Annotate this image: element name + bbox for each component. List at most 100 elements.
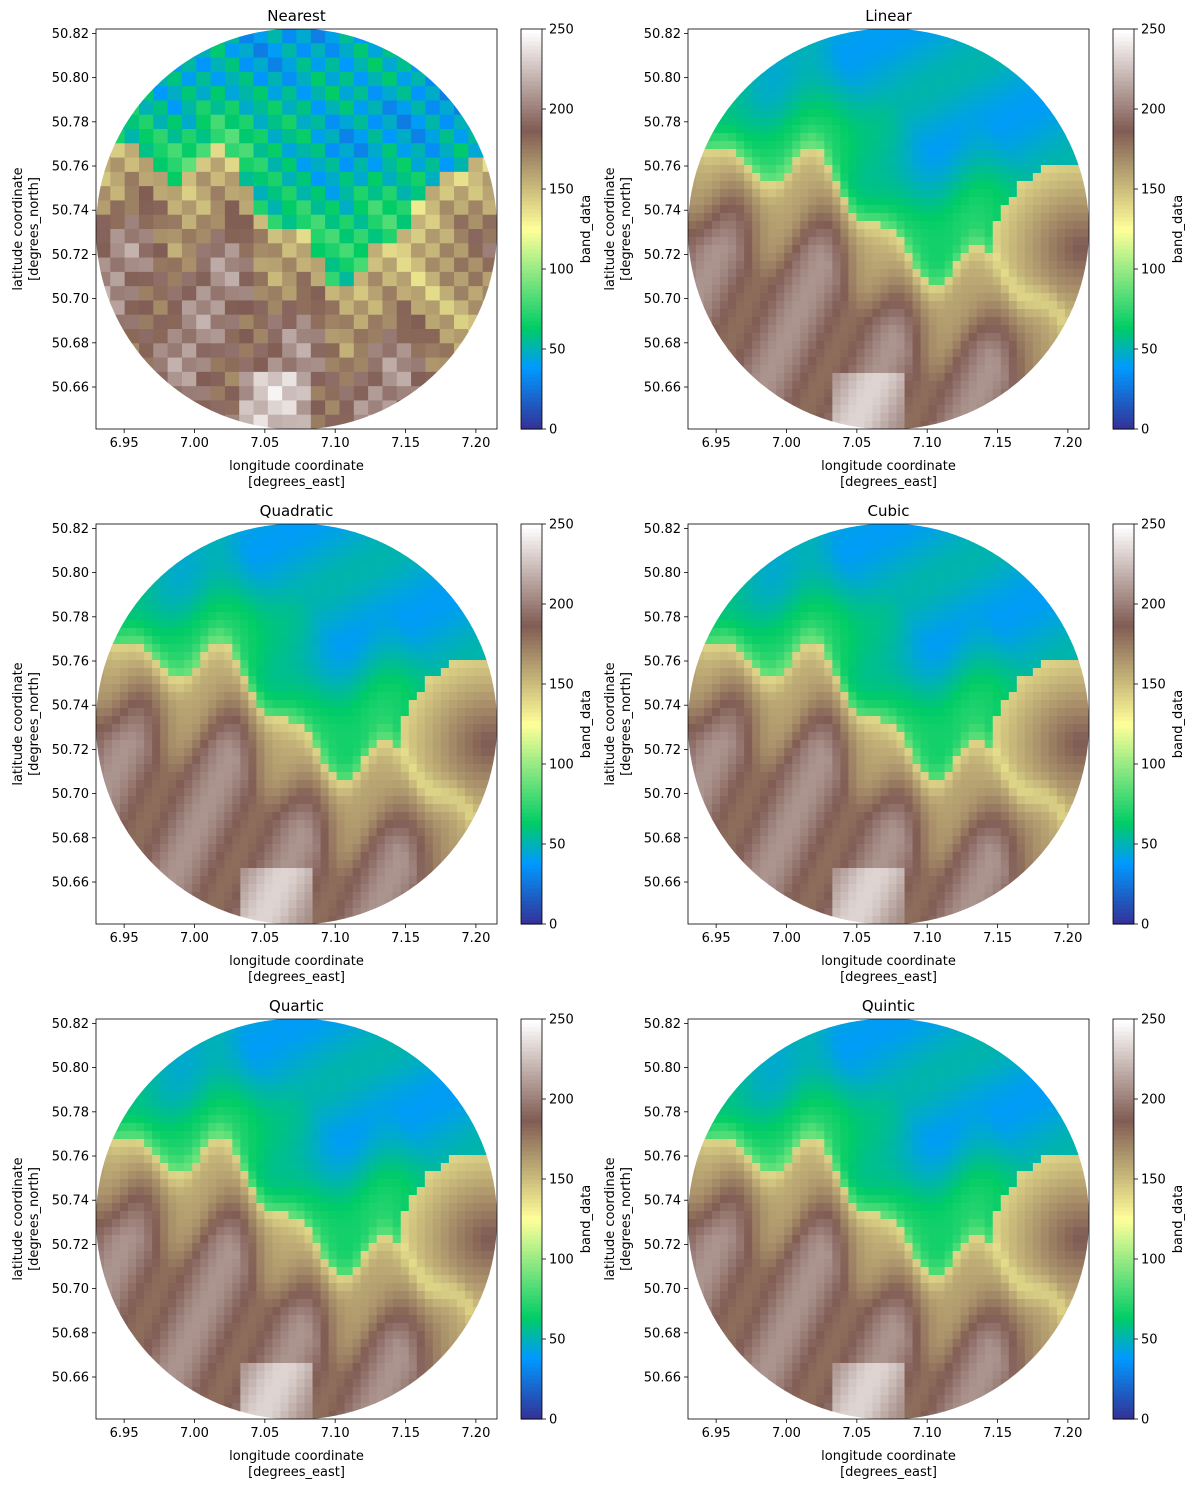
heatmap-cell	[720, 125, 729, 134]
heatmap-cell	[439, 357, 455, 373]
heatmap-cell	[824, 141, 833, 150]
heatmap-cell	[1016, 405, 1026, 414]
heatmap-cell	[288, 604, 298, 613]
heatmap-cell	[425, 100, 441, 116]
heatmap-cell	[248, 540, 257, 549]
heatmap-cell	[760, 221, 769, 230]
heatmap-cell	[1080, 333, 1089, 342]
heatmap-cell	[704, 325, 713, 334]
heatmap-cell	[176, 828, 185, 837]
heatmap-cell	[152, 628, 161, 637]
heatmap-cell	[1048, 373, 1058, 382]
heatmap-cell	[992, 221, 1002, 230]
heatmap-cell	[200, 860, 209, 869]
heatmap-cell	[912, 157, 922, 166]
heatmap-cell	[208, 740, 217, 749]
heatmap-cell	[848, 317, 858, 326]
heatmap-cell	[112, 684, 121, 693]
heatmap-cell	[840, 101, 849, 110]
heatmap-cell	[200, 772, 209, 781]
heatmap-cell	[896, 253, 906, 262]
heatmap-cell	[920, 221, 930, 230]
heatmap-cell	[224, 171, 240, 187]
heatmap-cell	[1000, 45, 1010, 54]
heatmap-cell	[984, 285, 994, 294]
heatmap-cell	[152, 652, 161, 661]
heatmap-cell	[382, 400, 398, 416]
heatmap-cell	[160, 580, 169, 589]
heatmap-cell	[184, 716, 193, 725]
heatmap-cell	[248, 580, 257, 589]
heatmap-cell	[736, 389, 745, 398]
heatmap-cell	[904, 365, 914, 374]
heatmap-cell	[310, 29, 326, 44]
colorbar-segment	[521, 217, 542, 222]
heatmap-cell	[696, 389, 705, 398]
heatmap-cell	[848, 229, 858, 238]
heatmap-cell	[904, 405, 914, 414]
heatmap-cell	[184, 652, 193, 661]
heatmap-cell	[960, 221, 970, 230]
heatmap-cell	[192, 740, 201, 749]
heatmap-cell	[325, 171, 341, 187]
heatmap-cell	[208, 788, 217, 797]
heatmap-cell	[181, 214, 197, 230]
heatmap-cell	[288, 812, 298, 821]
heatmap-cell	[744, 69, 753, 78]
heatmap-cell	[880, 237, 890, 246]
heatmap-cell	[168, 820, 177, 829]
heatmap-cell	[439, 114, 455, 130]
heatmap-cell	[984, 245, 994, 254]
heatmap-cell	[396, 400, 412, 416]
heatmap-cell	[808, 269, 817, 278]
heatmap-cell	[196, 214, 212, 230]
heatmap-cell	[984, 365, 994, 374]
heatmap-cell	[792, 421, 801, 430]
heatmap-cell	[808, 325, 817, 334]
heatmap-cell	[792, 389, 801, 398]
heatmap-cell	[960, 141, 970, 150]
heatmap-cell	[181, 243, 197, 259]
heatmap-cell	[272, 740, 282, 749]
heatmap-cell	[210, 157, 226, 173]
x-tick-label: 7.20	[461, 436, 490, 451]
heatmap-cell	[1040, 37, 1050, 46]
heatmap-cell	[184, 820, 193, 829]
heatmap-cell	[872, 317, 882, 326]
heatmap-cell	[712, 101, 721, 110]
heatmap-cell	[310, 157, 326, 173]
heatmap-cell	[136, 556, 145, 565]
heatmap-cell	[992, 173, 1002, 182]
heatmap-cell	[184, 764, 193, 773]
heatmap-cell	[136, 644, 145, 653]
heatmap-cell	[120, 620, 129, 629]
heatmap-cell	[960, 157, 970, 166]
heatmap-cell	[904, 341, 914, 350]
heatmap-cell	[184, 596, 193, 605]
heatmap-cell	[253, 157, 269, 173]
heatmap-cell	[944, 181, 954, 190]
heatmap-cell	[960, 29, 970, 38]
heatmap-cell	[776, 389, 785, 398]
heatmap-cell	[353, 300, 369, 316]
heatmap-cell	[832, 405, 841, 414]
heatmap-cell	[1072, 69, 1082, 78]
heatmap-cell	[944, 405, 954, 414]
heatmap-cell	[824, 133, 833, 142]
y-tick-label: 50.74	[52, 204, 89, 219]
heatmap-cell	[124, 29, 140, 44]
heatmap-cell	[1040, 341, 1050, 350]
heatmap-cell	[1024, 181, 1034, 190]
heatmap-cell	[888, 45, 898, 54]
heatmap-cell	[744, 213, 753, 222]
heatmap-cell	[856, 37, 866, 46]
heatmap-cell	[382, 200, 398, 216]
heatmap-cell	[468, 300, 484, 316]
heatmap-cell	[936, 261, 946, 270]
heatmap-cell	[264, 916, 274, 925]
heatmap-cell	[256, 884, 266, 893]
heatmap-cell	[880, 301, 890, 310]
heatmap-cell	[168, 756, 177, 765]
heatmap-cell	[96, 71, 111, 87]
